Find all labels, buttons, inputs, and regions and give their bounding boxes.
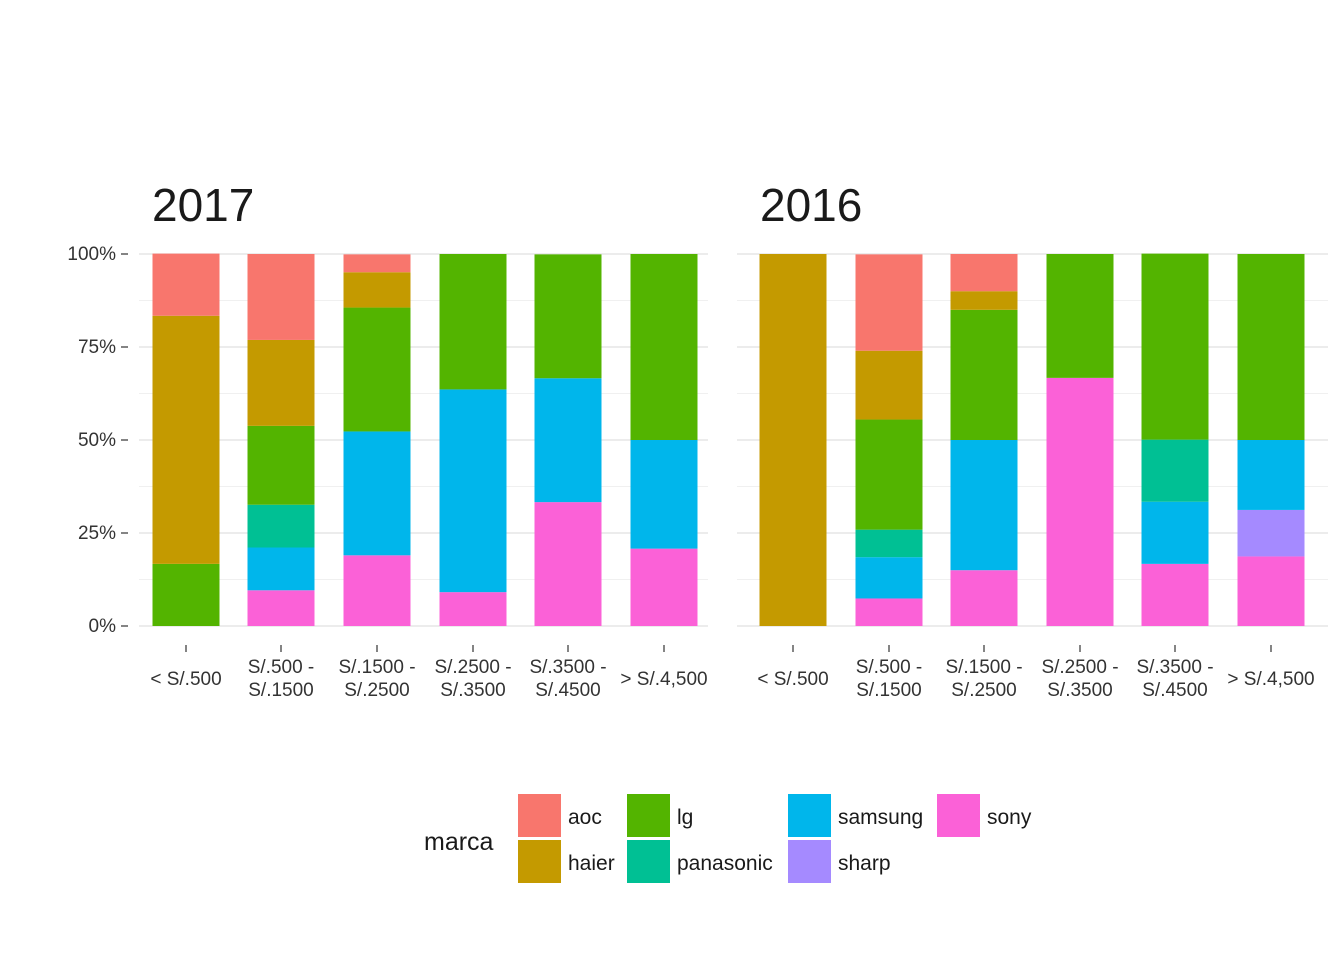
legend: marca aoc haier lg panasonic samsung sharp sony xyxy=(424,794,1032,883)
bar-segment-haier xyxy=(343,272,411,308)
y-tick-label: 50% xyxy=(78,430,116,451)
bar-segment-lg xyxy=(343,307,411,432)
legend-key-sony xyxy=(937,794,980,837)
bar-segment-lg xyxy=(247,425,315,505)
legend-label: samsung xyxy=(838,806,923,829)
bar-segment-samsung xyxy=(855,557,923,599)
x-tick-label: S/.1500 -S/.2500 xyxy=(338,657,415,701)
bar-segment-sony xyxy=(247,590,315,626)
legend-key-aoc xyxy=(518,794,561,837)
panel-title: 2017 xyxy=(152,179,254,231)
panel-title: 2016 xyxy=(760,179,862,231)
legend-item-aoc: aoc xyxy=(518,794,602,837)
bar-segment-lg xyxy=(630,254,698,440)
legend-item-sony: sony xyxy=(937,794,1032,837)
legend-label: haier xyxy=(568,852,615,875)
bar-segment-sony xyxy=(855,598,923,626)
bar-segment-samsung xyxy=(343,431,411,556)
x-tick-label: S/.2500 -S/.3500 xyxy=(1041,657,1118,701)
bar-segment-samsung xyxy=(439,389,507,593)
bar-segment-aoc xyxy=(247,254,315,340)
bar-segment-lg xyxy=(152,563,220,626)
legend-item-panasonic: panasonic xyxy=(627,840,773,883)
bar-segment-lg xyxy=(1141,253,1209,440)
panels-layer: 0% 25% 50% 75% 100% 2017 < S/.500 S/.500 -S/.15… xyxy=(67,179,1328,701)
bar-segment-samsung xyxy=(534,378,602,503)
bar-segment-lg xyxy=(950,309,1018,440)
legend-label: sharp xyxy=(838,852,891,875)
panel-2016: 2016 < S/.500 S/.500 -S/.1500 S/.1500 -S/.2… xyxy=(737,179,1328,701)
legend-label: panasonic xyxy=(677,852,773,875)
bar-segment-panasonic xyxy=(1141,439,1209,502)
bar-segment-haier xyxy=(855,350,923,420)
bar-segment-aoc xyxy=(950,254,1018,292)
x-tick-label: < S/.500 xyxy=(757,669,828,690)
legend-key-panasonic xyxy=(627,840,670,883)
bar-segment-sony xyxy=(1237,556,1305,626)
y-axis: 0% 25% 50% 75% 100% xyxy=(67,244,128,637)
legend-title: marca xyxy=(424,828,494,856)
bar-segment-samsung xyxy=(1237,440,1305,510)
bar-segment-sony xyxy=(439,592,507,626)
bar-segment-haier xyxy=(759,254,827,626)
bar-segment-samsung xyxy=(950,440,1018,571)
bar-segment-lg xyxy=(855,419,923,530)
y-tick-label: 75% xyxy=(78,337,116,358)
x-tick-label: S/.3500 -S/.4500 xyxy=(1136,657,1213,701)
legend-item-haier: haier xyxy=(518,840,615,883)
bar-segment-samsung xyxy=(1141,501,1209,564)
bar-segment-haier xyxy=(152,315,220,564)
bar-segment-sony xyxy=(630,548,698,626)
y-tick-label: 0% xyxy=(89,616,117,637)
x-tick-label: < S/.500 xyxy=(150,669,221,690)
bar-segment-sony xyxy=(534,502,602,626)
legend-label: aoc xyxy=(568,806,602,829)
legend-key-lg xyxy=(627,794,670,837)
bar-segment-sharp xyxy=(1237,509,1305,557)
x-tick-label: S/.1500 -S/.2500 xyxy=(945,657,1022,701)
bar-segment-haier xyxy=(950,291,1018,310)
bar-segment-lg xyxy=(439,254,507,390)
x-tick-label: S/.2500 -S/.3500 xyxy=(434,657,511,701)
bar-segment-haier xyxy=(247,339,315,426)
bar-segment-samsung xyxy=(247,547,315,591)
x-tick-label: S/.500 -S/.1500 xyxy=(248,657,315,701)
bar-segment-sony xyxy=(1141,563,1209,626)
bar-segment-samsung xyxy=(630,440,698,549)
x-tick-label: S/.3500 -S/.4500 xyxy=(529,657,606,701)
bar-segment-aoc xyxy=(855,254,923,351)
x-tick-label: > S/.4,500 xyxy=(620,669,707,690)
legend-item-sharp: sharp xyxy=(788,840,891,883)
bar-segment-sony xyxy=(343,555,411,626)
legend-key-samsung xyxy=(788,794,831,837)
y-tick-label: 100% xyxy=(67,244,116,265)
bar-segment-panasonic xyxy=(247,504,315,548)
bar-segment-lg xyxy=(1046,254,1114,378)
legend-key-haier xyxy=(518,840,561,883)
legend-label: lg xyxy=(677,806,693,829)
bar-segment-panasonic xyxy=(855,529,923,558)
bar-segment-sony xyxy=(950,570,1018,626)
bar-segment-aoc xyxy=(152,253,220,316)
y-tick-label: 25% xyxy=(78,523,116,544)
legend-item-lg: lg xyxy=(627,794,693,837)
legend-label: sony xyxy=(987,806,1032,829)
legend-item-samsung: samsung xyxy=(788,794,923,837)
x-tick-label: > S/.4,500 xyxy=(1227,669,1314,690)
panel-2017: 2017 < S/.500 S/.500 -S/.1500 S/.1500 -S/.2… xyxy=(139,179,708,701)
legend-key-sharp xyxy=(788,840,831,883)
bar-segment-aoc xyxy=(343,254,411,273)
bar-segment-lg xyxy=(534,254,602,379)
x-tick-label: S/.500 -S/.1500 xyxy=(856,657,923,701)
bar-segment-sony xyxy=(1046,377,1114,626)
bar-segment-lg xyxy=(1237,254,1305,440)
